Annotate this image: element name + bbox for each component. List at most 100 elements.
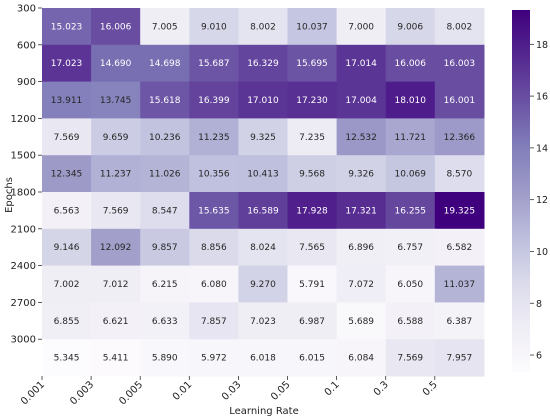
x-axis-label: Learning Rate bbox=[229, 406, 299, 417]
cell-value-label: 15.023 bbox=[51, 22, 83, 32]
heatmap-cell bbox=[189, 81, 239, 119]
heatmap-cell bbox=[42, 302, 92, 340]
colorbar bbox=[512, 10, 530, 372]
cell-value-label: 9.270 bbox=[250, 280, 276, 290]
cell-value-label: 10.356 bbox=[198, 170, 230, 180]
colorbar-tick-label: 12 bbox=[536, 195, 548, 206]
colorbar-tick-label: 16 bbox=[536, 92, 548, 103]
x-tick-label: 0.5 bbox=[421, 379, 440, 398]
cell-value-label: 11.235 bbox=[198, 133, 230, 143]
cell-value-label: 11.237 bbox=[100, 170, 132, 180]
cell-value-label: 10.413 bbox=[247, 170, 279, 180]
heatmap-cell bbox=[42, 265, 92, 303]
cell-value-label: 17.928 bbox=[296, 206, 328, 216]
heatmap-cell bbox=[42, 192, 92, 230]
cell-value-label: 7.005 bbox=[152, 22, 178, 32]
y-tick-label: 900 bbox=[17, 77, 36, 88]
heatmap-cell bbox=[91, 228, 141, 267]
cell-value-label: 15.695 bbox=[296, 59, 328, 69]
cell-value-label: 15.687 bbox=[198, 59, 230, 69]
heatmap-cell bbox=[336, 339, 387, 377]
heatmap-cell bbox=[140, 8, 190, 46]
cell-value-label: 8.002 bbox=[250, 22, 276, 32]
heatmap-cell bbox=[42, 339, 92, 377]
cell-value-label: 14.690 bbox=[100, 59, 132, 69]
x-tick-label: 0.005 bbox=[117, 379, 145, 407]
heatmap-cell bbox=[336, 81, 387, 119]
colorbar-tick-label: 8 bbox=[536, 299, 542, 310]
heatmap-cell bbox=[287, 192, 338, 230]
heatmap-cell bbox=[434, 8, 485, 46]
heatmap-cell bbox=[189, 44, 239, 83]
cell-value-label: 17.014 bbox=[345, 59, 377, 69]
cell-value-label: 16.255 bbox=[395, 206, 427, 216]
cell-value-label: 5.890 bbox=[152, 354, 178, 364]
y-tick-label: 2400 bbox=[11, 261, 36, 272]
heatmap-cell bbox=[140, 339, 190, 377]
cell-value-label: 7.023 bbox=[250, 317, 276, 327]
y-tick-label: 2700 bbox=[11, 298, 36, 309]
heatmap-cell bbox=[434, 228, 485, 267]
heatmap-cell bbox=[287, 339, 338, 377]
heatmap-cell bbox=[336, 44, 387, 83]
heatmap-cell bbox=[238, 192, 289, 230]
heatmap-cell bbox=[336, 192, 387, 230]
heatmap-cell bbox=[42, 44, 92, 83]
heatmap-cell bbox=[42, 155, 92, 193]
cell-value-label: 6.757 bbox=[397, 243, 423, 253]
heatmap-cell bbox=[42, 118, 92, 156]
cell-value-label: 6.015 bbox=[299, 354, 325, 364]
y-axis-label: Epochs bbox=[4, 177, 15, 213]
heatmap-cell bbox=[91, 192, 141, 230]
heatmap-cells: 15.023 16.006 7.005 9.010 8.002 10.037 7.000 9.… bbox=[42, 8, 485, 377]
cell-value-label: 9.146 bbox=[54, 243, 80, 253]
heatmap-cell bbox=[189, 192, 239, 230]
heatmap-cell bbox=[42, 8, 92, 46]
cell-value-label: 7.072 bbox=[348, 280, 374, 290]
cell-value-label: 16.006 bbox=[395, 59, 427, 69]
heatmap-cell bbox=[287, 44, 338, 83]
y-tick-label: 1500 bbox=[11, 151, 36, 162]
heatmap-cell bbox=[434, 81, 485, 119]
colorbar-tick-label: 10 bbox=[536, 247, 548, 258]
cell-value-label: 6.080 bbox=[201, 280, 227, 290]
cell-value-label: 5.411 bbox=[103, 354, 129, 364]
heatmap-cell bbox=[385, 44, 436, 83]
colorbar-tick-label: 18 bbox=[536, 40, 548, 51]
cell-value-label: 8.002 bbox=[446, 22, 472, 32]
cell-value-label: 11.037 bbox=[444, 280, 476, 290]
heatmap-cell bbox=[385, 339, 436, 377]
cell-value-label: 6.621 bbox=[103, 317, 129, 327]
x-tick-labels: 0.001 0.003 0.005 0.01 0.03 0.05 0.1 0.3 0.5 bbox=[19, 376, 440, 407]
cell-value-label: 6.855 bbox=[54, 317, 80, 327]
x-tick-label: 0.01 bbox=[171, 379, 195, 403]
heatmap-cell bbox=[434, 339, 485, 377]
cell-value-label: 6.588 bbox=[397, 317, 423, 327]
heatmap-cell bbox=[91, 81, 141, 119]
heatmap-cell bbox=[91, 302, 141, 340]
cell-value-label: 19.325 bbox=[444, 206, 476, 216]
heatmap-cell bbox=[238, 81, 289, 119]
cell-value-label: 12.345 bbox=[51, 170, 83, 180]
cell-value-label: 6.050 bbox=[397, 280, 423, 290]
heatmap-cell bbox=[434, 265, 485, 303]
heatmap-cell bbox=[91, 118, 141, 156]
heatmap-cell bbox=[140, 192, 190, 230]
heatmap-cell bbox=[336, 155, 387, 193]
cell-value-label: 17.321 bbox=[345, 206, 377, 216]
cell-value-label: 16.001 bbox=[444, 96, 476, 106]
cell-value-label: 7.569 bbox=[54, 133, 80, 143]
heatmap-cell bbox=[287, 265, 338, 303]
heatmap-cell bbox=[336, 302, 387, 340]
cell-value-label: 17.010 bbox=[247, 96, 279, 106]
cell-value-label: 7.235 bbox=[299, 133, 325, 143]
heatmap-cell bbox=[434, 44, 485, 83]
x-tick-label: 0.1 bbox=[323, 379, 342, 398]
cell-value-label: 11.721 bbox=[395, 133, 427, 143]
cell-value-label: 13.745 bbox=[100, 96, 132, 106]
cell-value-label: 16.329 bbox=[247, 59, 279, 69]
heatmap-cell bbox=[140, 155, 190, 193]
y-tick-label: 1800 bbox=[11, 188, 36, 199]
x-tick-label: 0.001 bbox=[19, 379, 47, 407]
cell-value-label: 13.911 bbox=[51, 96, 83, 106]
